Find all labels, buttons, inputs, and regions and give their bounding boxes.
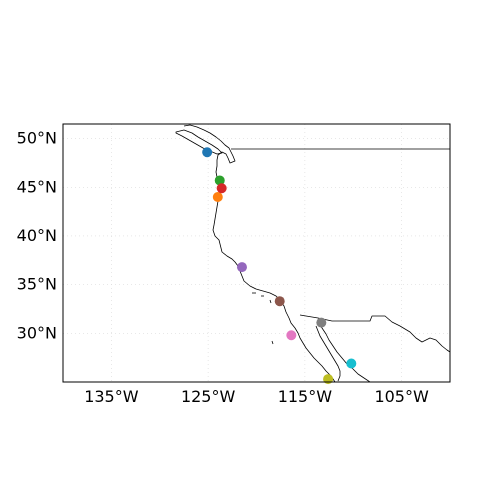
map-point — [214, 175, 225, 186]
y-tick-label: 45°N — [17, 177, 57, 196]
guadalupe-island — [271, 340, 274, 345]
baja-gulf-coast — [315, 325, 341, 382]
y-axis-ticks: 50°N 45°N 40°N 35°N 30°N — [17, 129, 57, 343]
map-point — [323, 374, 334, 385]
west-coast — [212, 181, 336, 383]
x-tick-label: 125°W — [181, 387, 236, 406]
map-point — [274, 296, 285, 307]
map-point — [216, 183, 227, 194]
y-tick-label: 35°N — [17, 275, 57, 294]
x-tick-label: 105°W — [374, 387, 429, 406]
x-axis-ticks: 135°W 125°W 115°W 105°W — [84, 387, 429, 406]
vancouver-island — [175, 129, 223, 155]
x-tick-label: 135°W — [84, 387, 139, 406]
y-tick-label: 30°N — [17, 323, 57, 342]
us-mexico-border — [299, 314, 451, 353]
x-tick-label: 115°W — [278, 387, 333, 406]
map-point — [286, 330, 297, 341]
bc-mainland-coast — [183, 124, 236, 182]
y-tick-label: 50°N — [17, 129, 57, 148]
mexico-mainland-coast — [317, 321, 371, 383]
map-point — [346, 358, 357, 369]
channel-island-3 — [269, 299, 272, 304]
sample-points — [202, 147, 357, 385]
y-tick-label: 40°N — [17, 226, 57, 245]
coastlines — [175, 124, 451, 383]
map-point — [236, 262, 247, 273]
map-point — [202, 147, 213, 158]
map-frame — [62, 123, 451, 383]
gridlines — [63, 124, 450, 382]
map-point — [212, 192, 223, 203]
map-point — [316, 317, 327, 328]
